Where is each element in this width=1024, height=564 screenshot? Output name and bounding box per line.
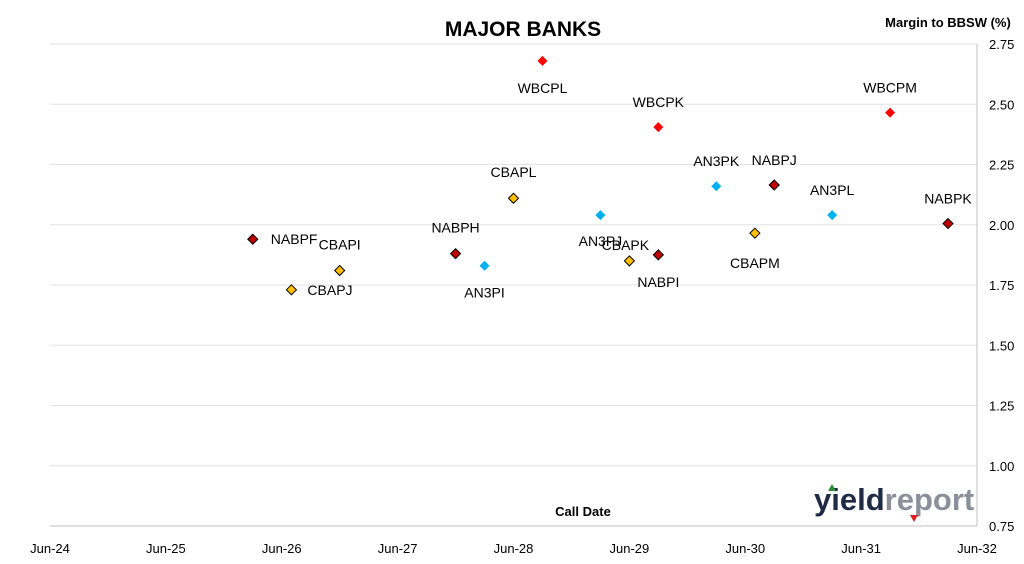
data-label-an3pi: AN3PI (464, 285, 504, 301)
y-tick-label: 2.00 (989, 218, 1014, 233)
data-point-cbapm (749, 227, 761, 239)
y-tick-label: 1.75 (989, 278, 1014, 293)
data-point-cbapj (285, 284, 298, 296)
data-label-wbcpl: WBCPL (518, 80, 568, 96)
data-point-cbapi (333, 264, 346, 277)
data-label-cbapi: CBAPI (319, 237, 361, 253)
data-point-an3pj (595, 210, 606, 221)
grid-lines (50, 43, 977, 467)
data-label-nabph: NABPH (431, 220, 479, 236)
svg-text:yieldreport: yieldreport (814, 482, 974, 517)
data-label-nabpi: NABPI (637, 274, 679, 290)
y-tick-label: 2.50 (989, 97, 1014, 112)
logo-text-report: report (885, 482, 975, 517)
data-point-an3pk (711, 181, 722, 192)
data-point-cbapk (623, 255, 636, 267)
data-point-an3pl (827, 210, 838, 221)
y-tick-label: 2.25 (989, 158, 1014, 173)
x-tick-label: Jun-29 (610, 541, 650, 556)
x-axis-label: Call Date (555, 504, 611, 519)
y-tick-label: 2.75 (989, 37, 1014, 52)
y-tick-label: 1.50 (989, 338, 1014, 353)
data-point-wbcpl (537, 55, 548, 66)
y-axis-label: Margin to BBSW (%) (885, 15, 1011, 30)
x-tick-label: Jun-30 (725, 541, 765, 556)
x-tick-labels: Jun-24 Jun-25 Jun-26 Jun-27 Jun-28 Jun-29 Jun-… (30, 541, 997, 556)
data-point-nabpi (652, 249, 665, 261)
x-tick-label: Jun-27 (378, 541, 418, 556)
data-label-wbcpk: WBCPK (633, 94, 685, 110)
data-label-an3pj: AN3PJ (579, 233, 623, 249)
data-label-an3pk: AN3PK (693, 153, 740, 169)
data-point-nabpk (942, 217, 954, 230)
logo-text-yield: yield (814, 482, 885, 517)
data-label-nabpk: NABPK (924, 191, 972, 207)
y-tick-label: 0.75 (989, 519, 1014, 534)
x-tick-label: Jun-24 (30, 541, 70, 556)
data-label-an3pl: AN3PL (810, 182, 855, 198)
data-point-nabpf (247, 233, 259, 245)
data-point-cbapl (507, 192, 520, 204)
x-tick-label: Jun-28 (494, 541, 534, 556)
yieldreport-logo: yieldreport (814, 482, 974, 522)
data-point-nabpj (768, 179, 780, 191)
data-point-wbcpk (653, 122, 664, 133)
chart-title: MAJOR BANKS (445, 18, 601, 41)
y-tick-label: 1.00 (989, 459, 1014, 474)
data-label-cbapl: CBAPL (491, 164, 537, 180)
x-tick-label: Jun-26 (262, 541, 302, 556)
data-point-wbcpm (885, 107, 896, 118)
x-tick-label: Jun-32 (957, 541, 997, 556)
data-label-nabpf: NABPF (271, 231, 318, 247)
data-point-an3pi (479, 260, 490, 271)
x-tick-label: Jun-31 (841, 541, 881, 556)
data-label-wbcpm: WBCPM (863, 80, 917, 96)
data-label-nabpj: NABPJ (752, 152, 797, 168)
data-label-cbapk: CBAPK (602, 237, 650, 253)
up-arrow-icon (828, 484, 836, 491)
data-label-cbapj: CBAPJ (307, 282, 352, 298)
y-tick-label: 1.25 (989, 399, 1014, 414)
down-arrow-icon (910, 515, 918, 522)
data-points: NABPF CBAPJ CBAPI NABPH AN3PI CBAPL WBCPL AN3PJ… (247, 55, 972, 301)
y-tick-labels: 0.75 1.00 1.25 1.50 1.75 2.00 2.25 2.50 2.75 (989, 37, 1014, 534)
data-point-nabph (449, 247, 462, 260)
data-label-cbapm: CBAPM (730, 255, 780, 271)
x-tick-label: Jun-25 (146, 541, 186, 556)
